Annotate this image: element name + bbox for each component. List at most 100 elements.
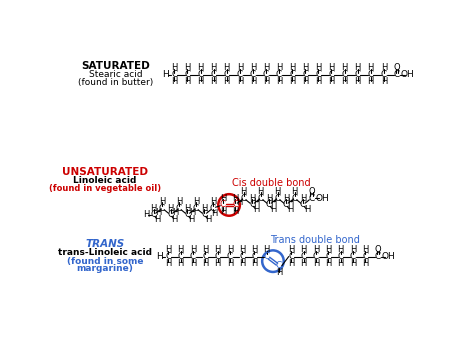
Text: H: H (184, 204, 191, 212)
Text: C: C (308, 194, 315, 202)
Text: O: O (374, 245, 381, 254)
Text: H: H (287, 198, 294, 207)
Text: C: C (283, 200, 289, 210)
Text: C: C (288, 252, 294, 261)
Text: H: H (292, 187, 298, 196)
Text: H: H (237, 63, 243, 72)
Text: H: H (300, 194, 306, 202)
Text: H: H (197, 63, 204, 72)
Text: C: C (177, 252, 184, 261)
Text: H: H (276, 77, 283, 86)
Text: H: H (337, 259, 344, 268)
Text: H: H (302, 77, 309, 86)
Text: margarine): margarine) (77, 264, 134, 273)
Text: H: H (171, 215, 178, 224)
Text: H: H (201, 204, 208, 212)
Text: C: C (337, 252, 344, 261)
Text: H: H (288, 245, 295, 254)
Text: H: H (205, 215, 211, 224)
Text: C: C (237, 70, 243, 79)
Text: H: H (276, 63, 283, 72)
Text: C: C (374, 252, 381, 261)
Text: C: C (368, 70, 374, 79)
Text: C: C (239, 252, 245, 261)
Text: H: H (251, 245, 258, 254)
Text: H: H (289, 63, 295, 72)
Text: C: C (263, 70, 269, 79)
Text: H: H (302, 63, 309, 72)
Text: C: C (325, 252, 331, 261)
Text: C: C (350, 252, 356, 261)
Text: H: H (172, 208, 178, 217)
Text: H: H (264, 245, 270, 254)
Text: C: C (341, 70, 348, 79)
Text: C: C (165, 252, 172, 261)
Text: H: H (224, 77, 230, 86)
Text: C: C (257, 194, 264, 202)
Text: H: H (263, 63, 269, 72)
Text: UNSATURATED: UNSATURATED (62, 167, 148, 177)
Text: H: H (250, 77, 256, 86)
Text: C: C (198, 70, 204, 79)
Text: C: C (276, 70, 282, 79)
Text: C: C (276, 261, 282, 270)
Text: H: H (253, 205, 259, 214)
Text: H: H (232, 194, 238, 202)
Text: H: H (190, 245, 196, 254)
Text: H: H (315, 63, 321, 72)
Text: C: C (220, 200, 226, 210)
Text: H: H (177, 245, 184, 254)
Text: C: C (313, 252, 319, 261)
Text: H: H (313, 245, 319, 254)
Text: H: H (210, 77, 217, 86)
Text: H: H (188, 215, 194, 224)
Text: H: H (237, 198, 243, 207)
Text: SATURATED: SATURATED (82, 61, 150, 70)
Text: H: H (274, 187, 281, 196)
Text: H: H (227, 259, 233, 268)
Text: Linoleic acid: Linoleic acid (73, 176, 137, 185)
Text: H: H (214, 245, 221, 254)
Text: H: H (176, 196, 182, 206)
Text: C: C (201, 211, 208, 219)
Text: C: C (184, 70, 191, 79)
Text: H: H (381, 77, 387, 86)
Text: H: H (224, 63, 230, 72)
Text: Trans double bond: Trans double bond (270, 235, 360, 245)
Text: C: C (210, 204, 216, 212)
Text: H: H (362, 245, 369, 254)
Text: C: C (315, 70, 321, 79)
Text: H: H (289, 77, 295, 86)
Text: OH: OH (315, 194, 329, 202)
Text: H: H (239, 245, 246, 254)
Text: C: C (171, 70, 178, 79)
Text: H: H (350, 259, 356, 268)
Text: H: H (263, 77, 269, 86)
Text: H: H (337, 245, 344, 254)
Text: H: H (288, 259, 295, 268)
Text: C: C (250, 70, 256, 79)
Text: OH: OH (382, 252, 395, 261)
Text: H: H (159, 196, 165, 206)
Text: H: H (325, 259, 332, 268)
Text: H: H (362, 259, 369, 268)
Text: H: H (227, 245, 233, 254)
Text: C: C (210, 70, 217, 79)
Text: H: H (143, 211, 149, 219)
Text: H: H (350, 245, 356, 254)
Text: C: C (328, 70, 335, 79)
Text: C: C (150, 211, 157, 219)
Text: H: H (367, 63, 374, 72)
Text: H: H (304, 205, 310, 214)
Text: H: H (193, 196, 199, 206)
Text: C: C (193, 204, 199, 212)
Text: H: H (254, 198, 260, 207)
Text: H: H (197, 77, 204, 86)
Text: C: C (249, 200, 255, 210)
Text: H: H (240, 187, 247, 196)
Text: O: O (308, 187, 315, 196)
Text: H: H (287, 205, 293, 214)
Text: H: H (167, 204, 174, 212)
Text: H: H (210, 63, 217, 72)
Text: H: H (232, 207, 238, 216)
